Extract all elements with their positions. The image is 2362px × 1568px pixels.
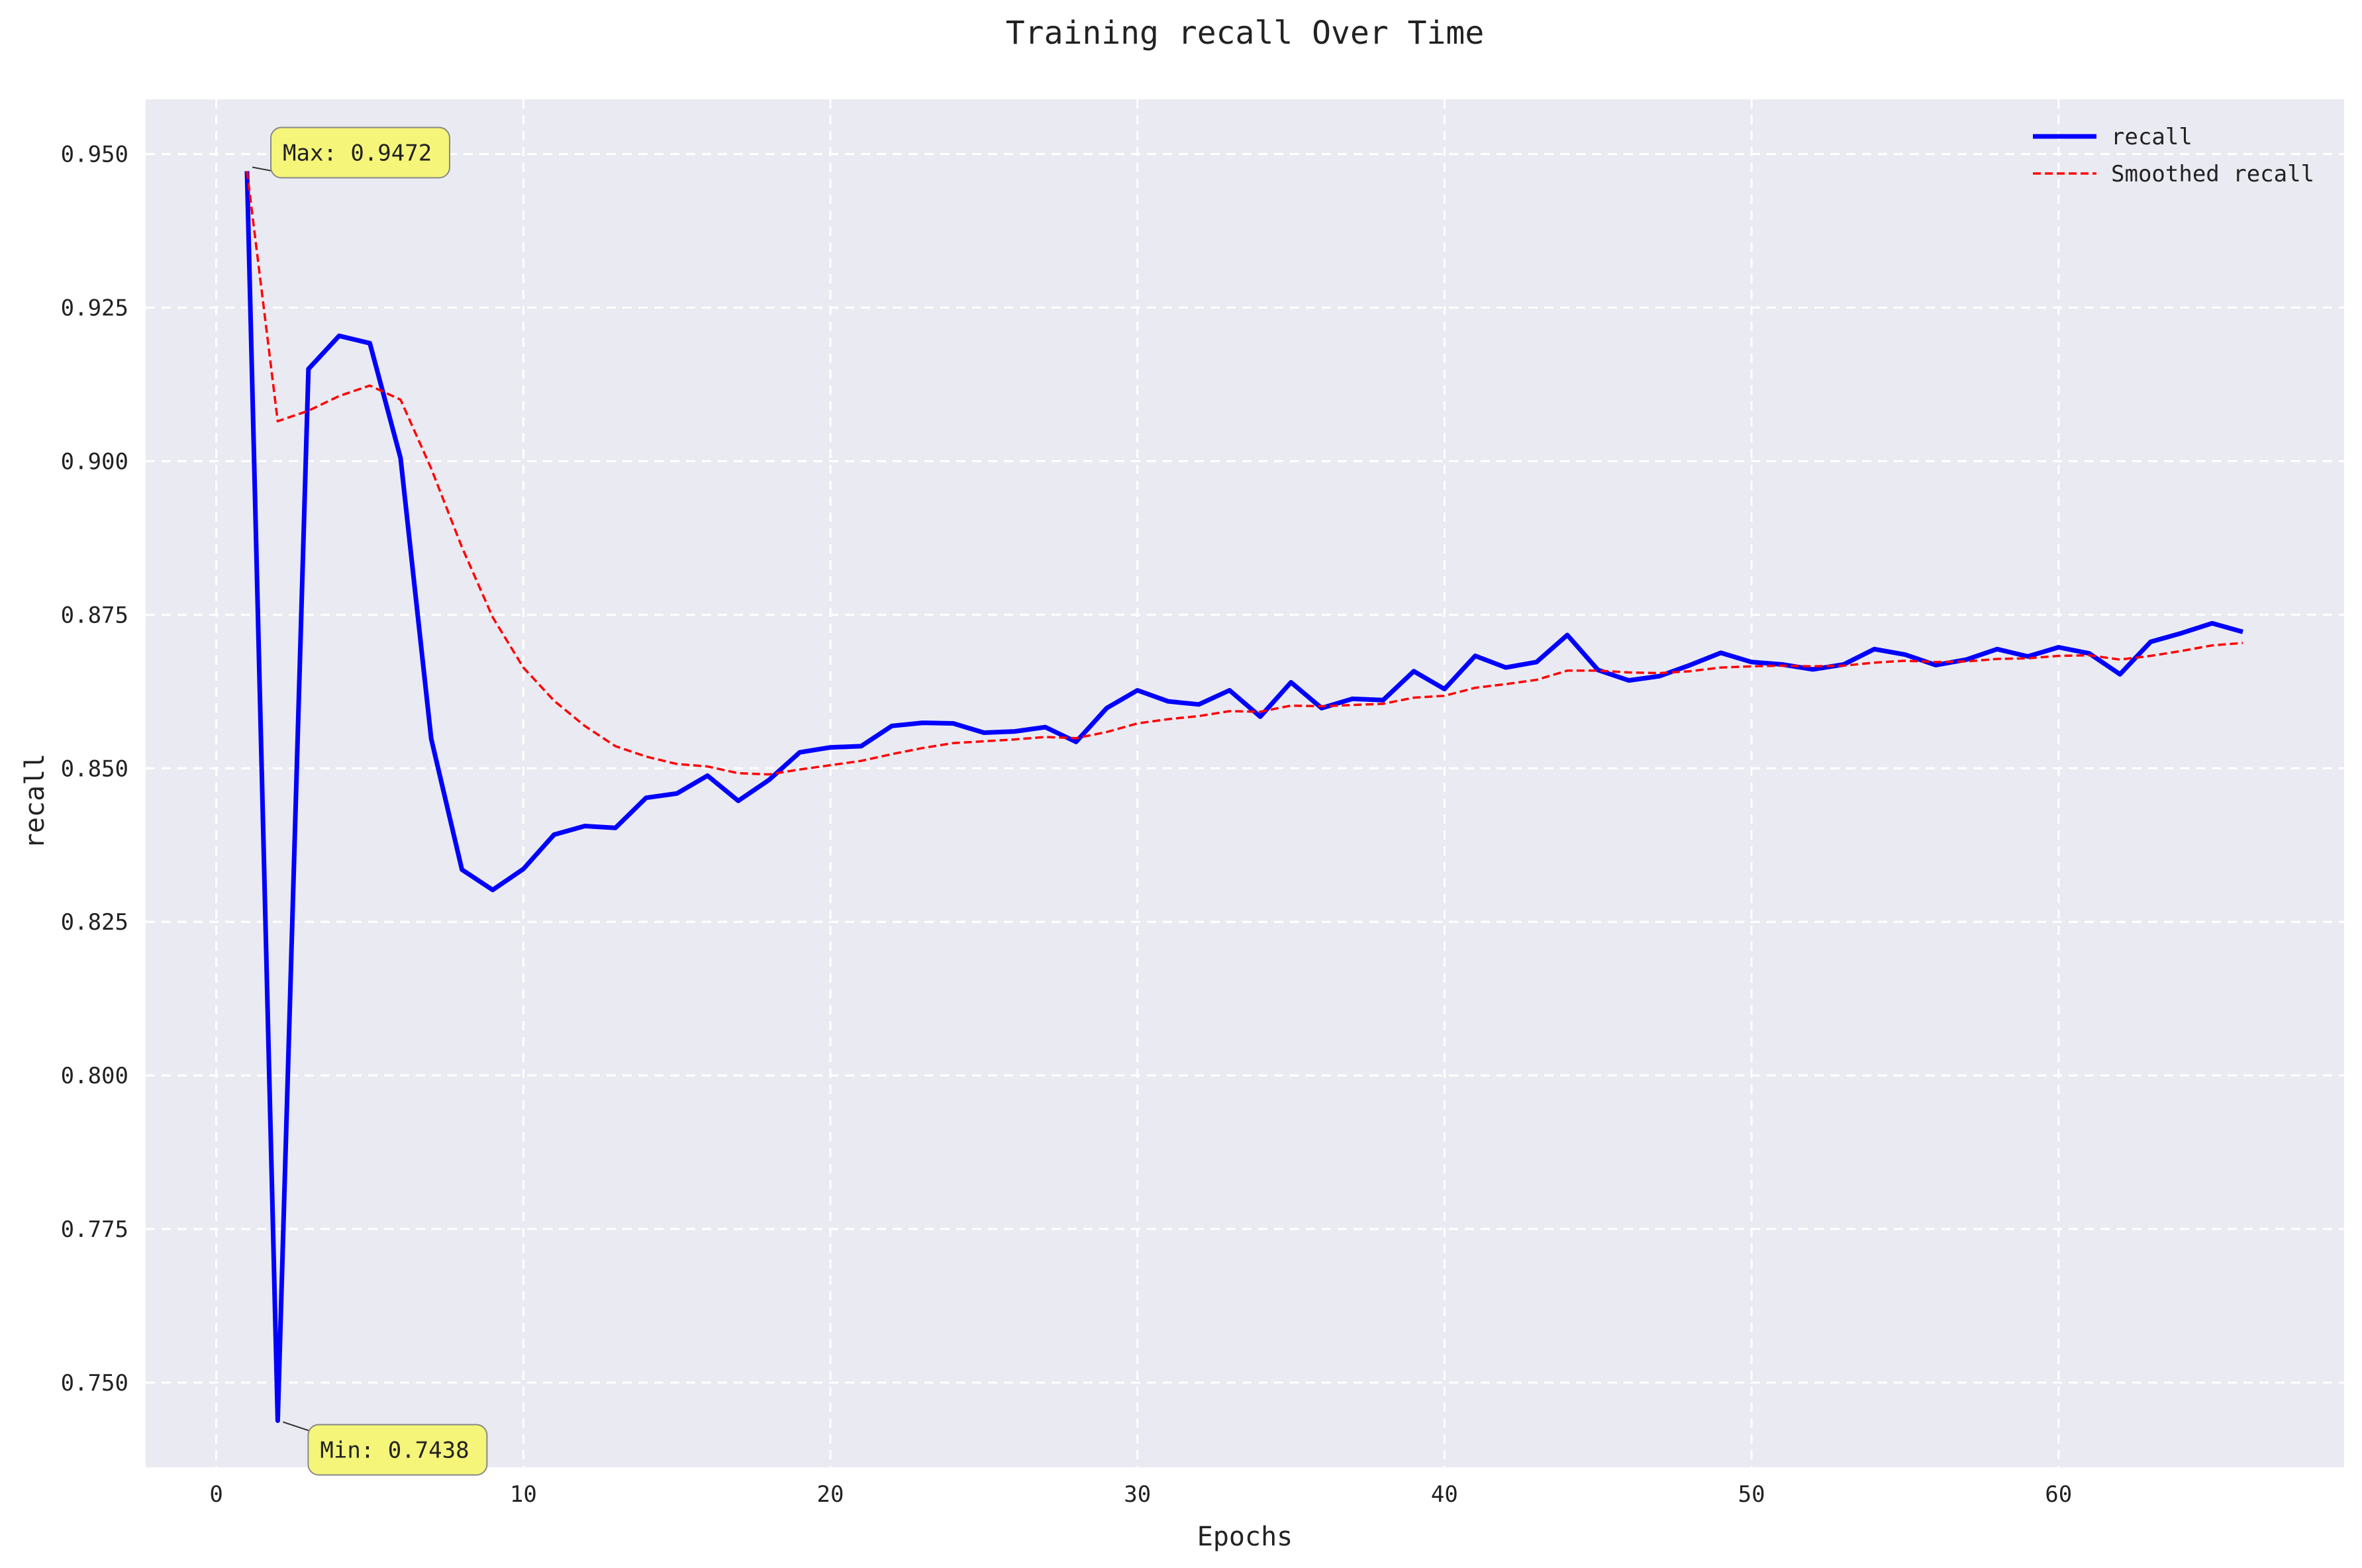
y-tick-label: 0.850 xyxy=(61,756,128,782)
y-axis-label: recall xyxy=(20,754,50,850)
annotation-text: Max: 0.9472 xyxy=(283,140,432,167)
annotation-box xyxy=(270,126,451,179)
legend: recall Smoothed recall xyxy=(2033,124,2314,187)
x-tick-label: 0 xyxy=(209,1481,222,1508)
legend-recall-label: recall xyxy=(2111,124,2192,150)
x-tick-label: 40 xyxy=(1431,1481,1458,1508)
y-tick-label: 0.750 xyxy=(61,1370,128,1396)
y-tick-label: 0.875 xyxy=(61,602,128,628)
x-tick-label: 50 xyxy=(1738,1481,1765,1508)
annotation-arrow xyxy=(252,166,274,172)
y-tick-label: 0.900 xyxy=(61,448,128,475)
y-tick-label: 0.775 xyxy=(61,1216,128,1243)
annotations-group: Max: 0.9472 Min: 0.7438 xyxy=(252,126,488,1476)
annotation-arrow xyxy=(283,1421,311,1432)
y-tick-label: 0.800 xyxy=(61,1063,128,1089)
recall-line xyxy=(244,171,2243,1423)
y-tick-label: 0.825 xyxy=(61,909,128,936)
x-tick-label: 60 xyxy=(2045,1481,2072,1508)
chart-title: Training recall Over Time xyxy=(1006,15,1484,52)
x-axis-ticks: 0 10 20 30 40 50 60 xyxy=(209,1481,2072,1508)
plot-area xyxy=(146,99,2344,1467)
min-annotation: Min: 0.7438 xyxy=(283,1421,488,1476)
legend-smoothed-label: Smoothed recall xyxy=(2111,161,2314,187)
grid-lines xyxy=(146,99,2344,1467)
y-tick-label: 0.925 xyxy=(61,295,128,321)
y-axis-ticks: 0.750 0.775 0.800 0.825 0.850 0.875 0.900 0.925… xyxy=(61,142,128,1396)
annotation-box xyxy=(307,1424,488,1476)
x-tick-label: 20 xyxy=(817,1481,844,1508)
x-axis-label: Epochs xyxy=(1197,1522,1293,1552)
max-annotation: Max: 0.9472 xyxy=(252,126,451,179)
x-tick-label: 10 xyxy=(510,1481,537,1508)
y-tick-label: 0.950 xyxy=(61,142,128,168)
smoothed-recall-line xyxy=(246,171,2243,776)
series-group xyxy=(244,171,2243,1423)
annotation-text: Min: 0.7438 xyxy=(320,1437,469,1463)
x-tick-label: 30 xyxy=(1124,1481,1151,1508)
